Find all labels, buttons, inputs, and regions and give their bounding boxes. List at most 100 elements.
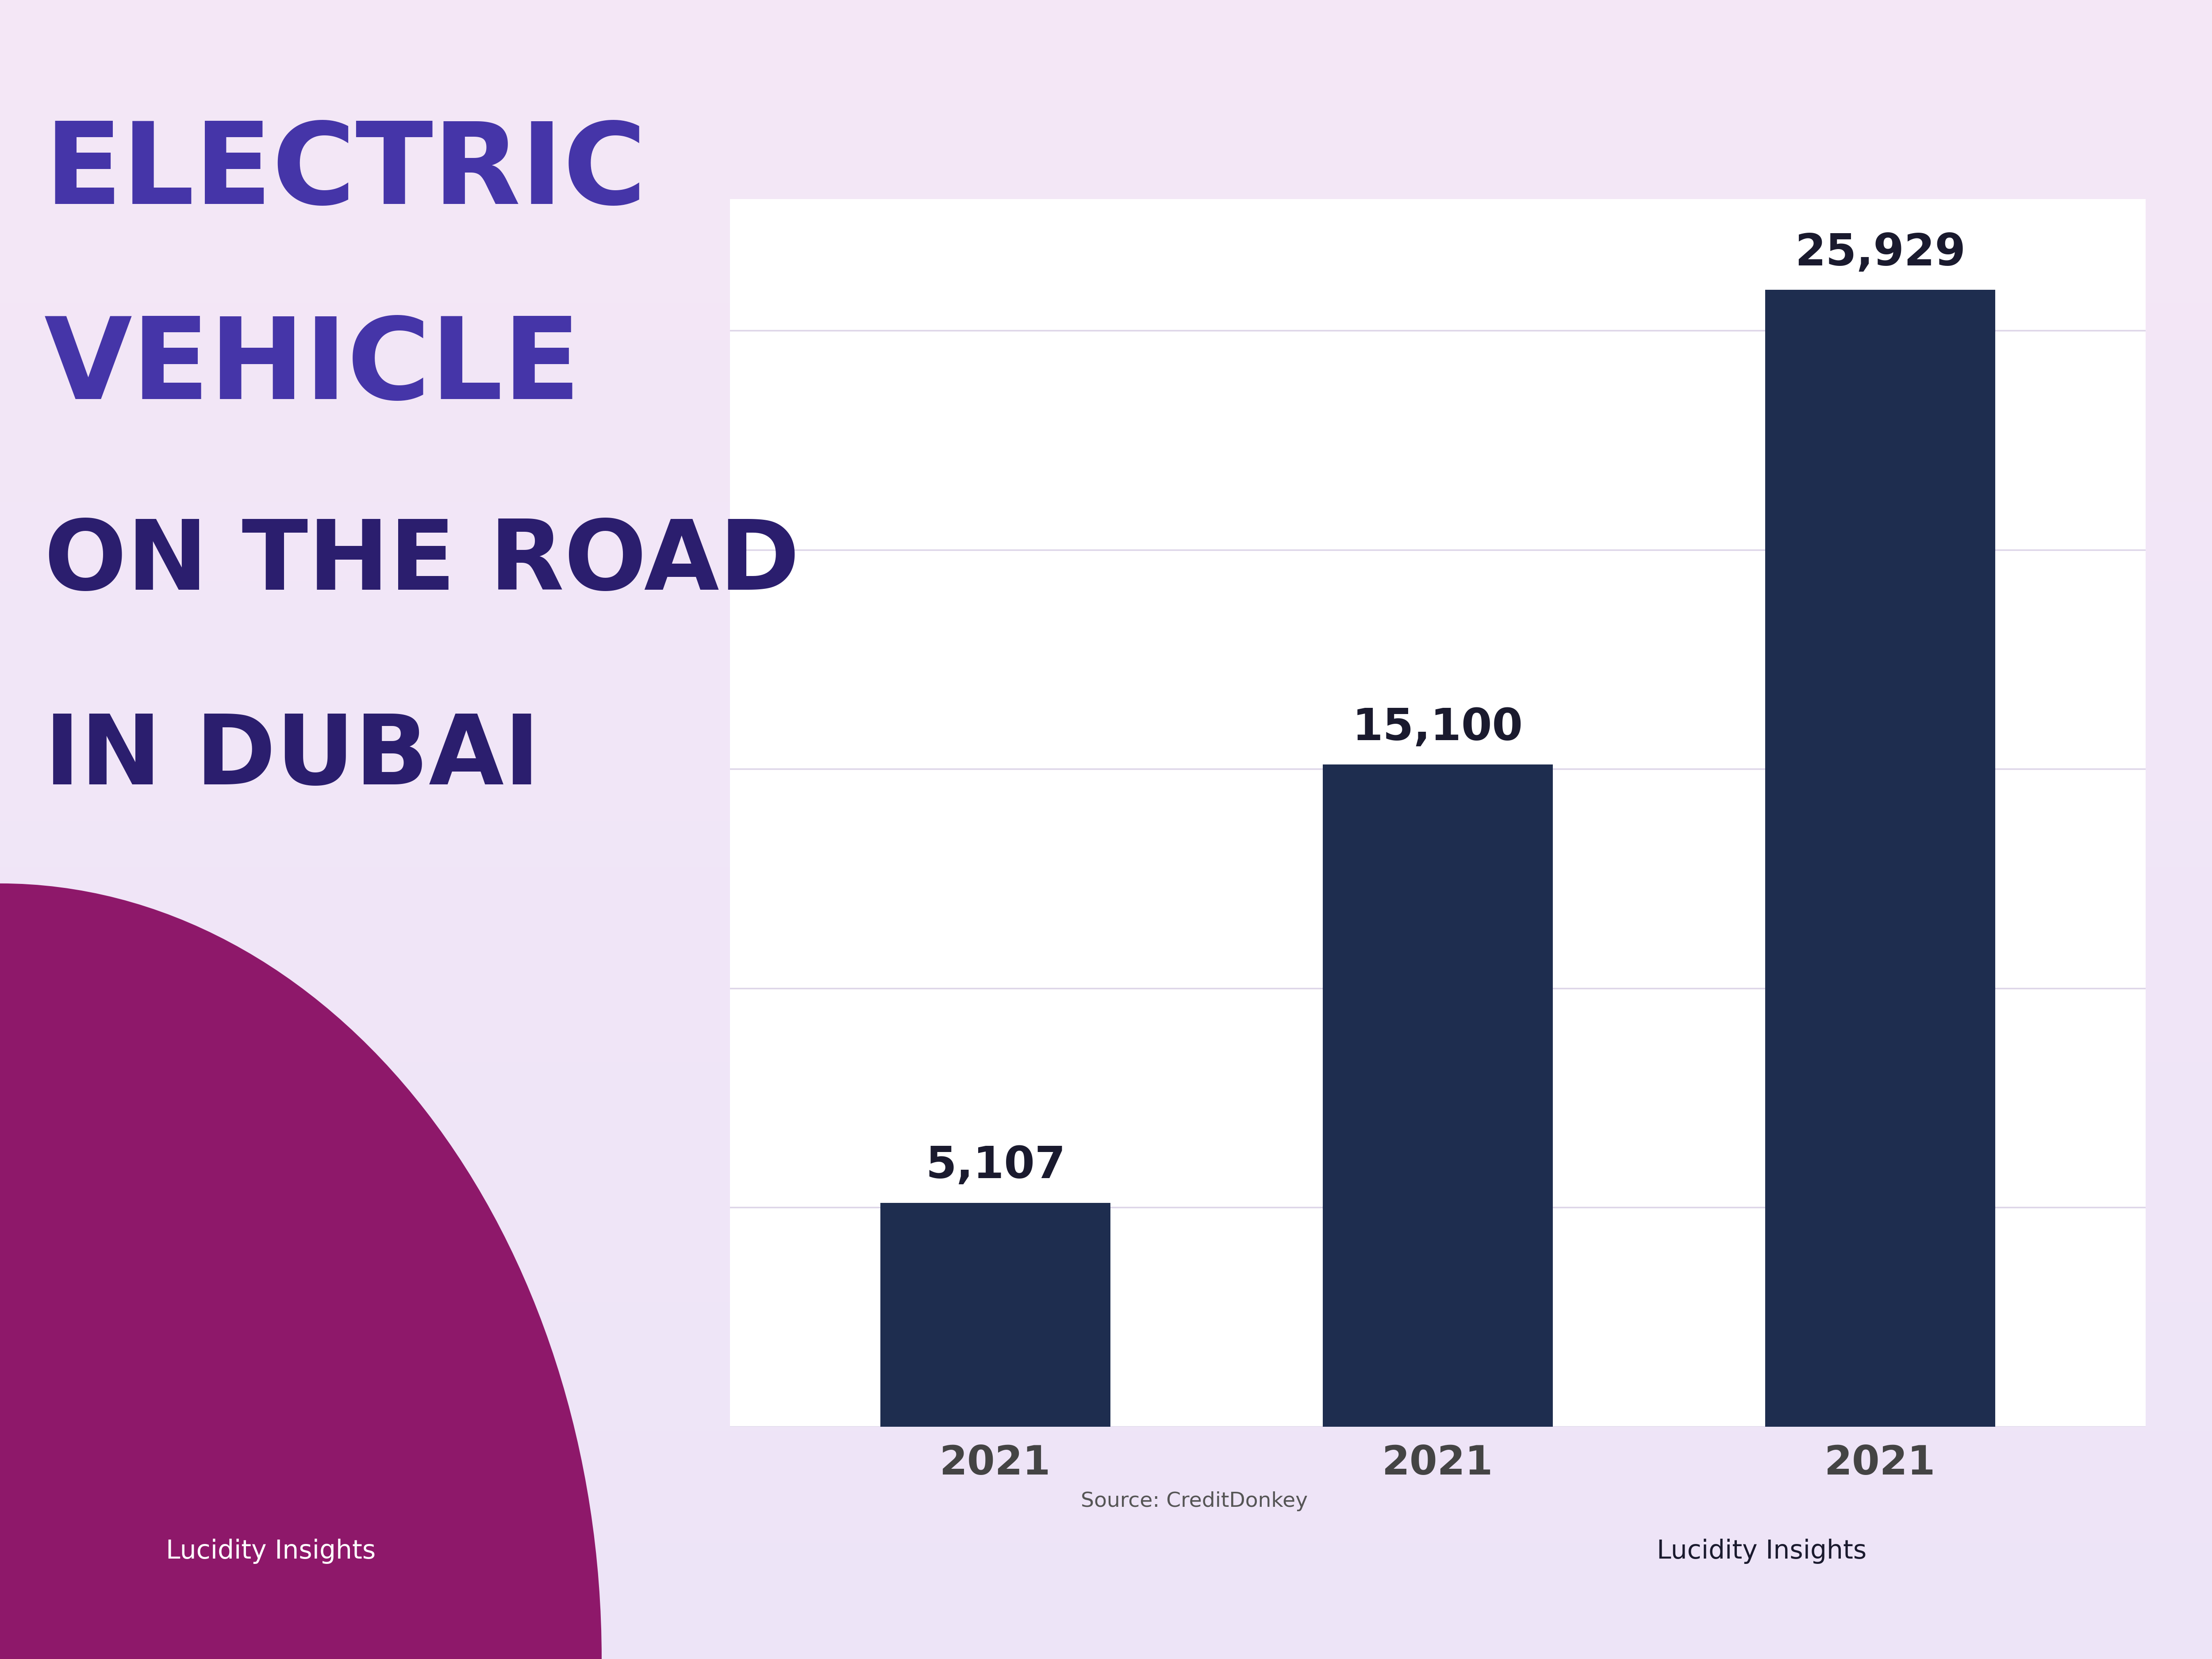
Circle shape <box>0 1083 447 1659</box>
Circle shape <box>0 1485 135 1659</box>
Circle shape <box>0 1042 478 1659</box>
Text: IN DUBAI: IN DUBAI <box>44 710 540 805</box>
Circle shape <box>0 1613 35 1659</box>
Circle shape <box>0 985 522 1659</box>
Bar <box>0 1402 2212 1407</box>
Circle shape <box>0 1407 195 1659</box>
Circle shape <box>0 1583 60 1659</box>
Bar <box>0 1443 2212 1447</box>
Circle shape <box>0 1068 458 1659</box>
Circle shape <box>0 1264 307 1659</box>
Bar <box>0 78 2212 83</box>
Circle shape <box>0 1002 511 1659</box>
Bar <box>0 211 2212 216</box>
Circle shape <box>0 1457 157 1659</box>
Bar <box>0 1447 2212 1452</box>
Circle shape <box>0 1045 478 1659</box>
Bar <box>0 1430 2212 1435</box>
Circle shape <box>0 1530 102 1659</box>
Bar <box>0 1530 2212 1535</box>
Circle shape <box>0 1402 199 1659</box>
Circle shape <box>0 1014 500 1659</box>
Circle shape <box>0 1218 343 1659</box>
Bar <box>0 133 2212 136</box>
Circle shape <box>0 956 546 1659</box>
Bar <box>0 335 2212 340</box>
Bar <box>0 1601 2212 1606</box>
Circle shape <box>0 1399 201 1659</box>
Circle shape <box>0 1276 299 1659</box>
Bar <box>0 1480 2212 1485</box>
Circle shape <box>0 1284 290 1659</box>
Bar <box>0 672 2212 677</box>
Circle shape <box>0 1233 332 1659</box>
Bar <box>0 592 2212 597</box>
Bar <box>0 20 2212 25</box>
Circle shape <box>0 1317 265 1659</box>
Bar <box>0 888 2212 893</box>
Circle shape <box>0 1035 484 1659</box>
Bar <box>0 1224 2212 1228</box>
Circle shape <box>0 1486 135 1659</box>
Circle shape <box>0 1007 504 1659</box>
Circle shape <box>0 984 524 1659</box>
Circle shape <box>0 1150 396 1659</box>
Circle shape <box>0 1468 148 1659</box>
Circle shape <box>0 1214 345 1659</box>
Circle shape <box>0 966 538 1659</box>
Circle shape <box>0 944 555 1659</box>
Bar <box>0 962 2212 966</box>
Circle shape <box>0 1327 257 1659</box>
Bar <box>0 838 2212 841</box>
Bar <box>0 1606 2212 1609</box>
Circle shape <box>0 1408 195 1659</box>
Bar <box>0 966 2212 971</box>
Circle shape <box>0 1133 407 1659</box>
Bar <box>0 1551 2212 1556</box>
Bar <box>0 368 2212 373</box>
Bar <box>0 547 2212 551</box>
Bar <box>0 166 2212 169</box>
Circle shape <box>0 1337 250 1659</box>
Bar <box>0 1065 2212 1070</box>
Bar <box>0 523 2212 528</box>
Bar <box>0 86 2212 91</box>
Circle shape <box>0 1075 453 1659</box>
Circle shape <box>0 1004 509 1659</box>
Bar <box>0 473 2212 478</box>
Circle shape <box>0 951 549 1659</box>
Bar <box>0 484 2212 489</box>
Bar <box>0 468 2212 473</box>
Bar <box>0 456 2212 460</box>
Bar <box>0 194 2212 199</box>
Bar <box>0 1112 2212 1115</box>
Bar <box>0 460 2212 465</box>
Circle shape <box>0 969 535 1659</box>
Bar <box>0 1253 2212 1258</box>
Circle shape <box>0 1624 27 1659</box>
Circle shape <box>0 1601 44 1659</box>
Circle shape <box>0 1646 11 1659</box>
Bar <box>0 684 2212 688</box>
Circle shape <box>0 1057 467 1659</box>
Bar <box>0 1145 2212 1148</box>
Bar <box>0 260 2212 265</box>
Circle shape <box>0 1564 73 1659</box>
Circle shape <box>0 1488 133 1659</box>
Circle shape <box>0 1221 341 1659</box>
Bar <box>0 841 2212 846</box>
Text: 25,929: 25,929 <box>1794 232 1966 274</box>
Bar <box>0 257 2212 260</box>
Bar <box>0 1656 2212 1659</box>
Circle shape <box>0 992 518 1659</box>
Circle shape <box>0 1387 210 1659</box>
Bar <box>0 1584 2212 1589</box>
Circle shape <box>0 1404 199 1659</box>
Circle shape <box>0 1540 93 1659</box>
Circle shape <box>0 1246 321 1659</box>
Bar <box>0 1513 2212 1518</box>
Bar <box>0 833 2212 838</box>
Circle shape <box>0 1105 429 1659</box>
Bar <box>0 1506 2212 1510</box>
Circle shape <box>0 1410 192 1659</box>
